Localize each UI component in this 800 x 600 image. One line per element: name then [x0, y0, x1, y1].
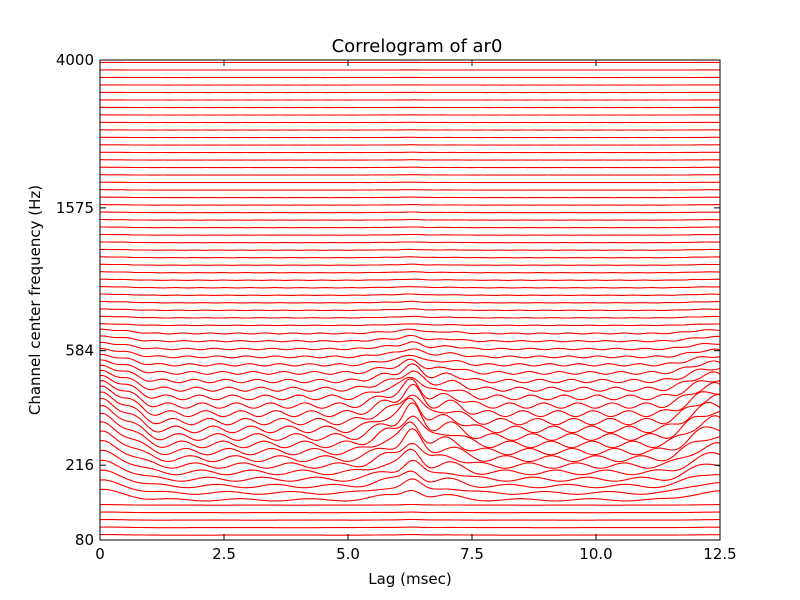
y-tick-label: 80 [75, 531, 94, 549]
channel-trace [100, 248, 721, 251]
x-tick-label: 7.5 [460, 545, 484, 563]
channel-trace [100, 518, 720, 521]
channel-trace [100, 241, 720, 244]
channel-trace [100, 511, 720, 514]
channel-trace [100, 293, 721, 296]
channel-trace [100, 308, 721, 312]
plot-frame [99, 59, 721, 541]
channel-trace [99, 488, 720, 502]
channel-trace [100, 226, 720, 229]
channel-trace [100, 358, 721, 375]
chart-title: Correlogram of ar0 [332, 36, 503, 57]
channel-trace [99, 374, 721, 401]
channel-trace [100, 271, 721, 274]
channel-trace [99, 448, 721, 476]
channel-trace [100, 503, 720, 506]
x-tick-label: 12.5 [703, 545, 736, 563]
channel-trace [99, 439, 721, 469]
channel-trace [100, 341, 721, 351]
channel-trace [100, 256, 720, 259]
channel-trace [99, 428, 721, 463]
channel-trace [99, 469, 720, 489]
x-tick-label: 0 [95, 545, 105, 563]
channel-trace [99, 478, 721, 495]
channel-trace [99, 369, 721, 392]
y-tick-label: 4000 [56, 51, 94, 69]
channel-trace [100, 334, 721, 343]
channel-traces [99, 61, 721, 536]
y-tick-label: 584 [65, 342, 94, 360]
x-tick-label: 5.0 [336, 545, 360, 563]
channel-trace [100, 218, 720, 221]
channel-trace [99, 421, 721, 456]
channel-trace [100, 286, 721, 289]
channel-trace [99, 402, 721, 441]
channel-trace [99, 378, 721, 409]
channel-trace [100, 263, 720, 266]
channel-trace [99, 459, 721, 482]
x-axis-title: Lag (msec) [368, 570, 451, 588]
x-axis-ticks: 0 2.5 5.0 7.5 10.0 12.5 [95, 60, 737, 563]
channel-trace [100, 348, 721, 359]
channel-trace [99, 363, 721, 384]
channel-trace [100, 211, 721, 214]
y-axis-ticks: 80 216 584 1575 4000 [56, 51, 720, 549]
y-tick-label: 216 [65, 456, 94, 474]
x-tick-label: 10.0 [579, 545, 612, 563]
channel-trace [100, 196, 720, 199]
channel-trace [99, 397, 721, 434]
y-tick-label: 1575 [56, 199, 94, 217]
channel-trace [99, 391, 721, 426]
channel-trace [100, 323, 721, 327]
channel-trace [99, 412, 721, 449]
channel-trace [99, 353, 721, 367]
channel-trace [100, 233, 720, 236]
channel-trace [100, 278, 721, 281]
channel-trace [100, 203, 720, 206]
channel-trace [100, 189, 720, 191]
channel-trace [99, 383, 721, 418]
channel-trace [100, 315, 721, 319]
channel-trace [100, 533, 720, 536]
channel-trace [100, 328, 721, 335]
x-tick-label: 2.5 [212, 545, 236, 563]
y-axis-title: Channel center frequency (Hz) [26, 185, 44, 415]
channel-trace [100, 300, 720, 304]
channel-trace [100, 526, 720, 529]
